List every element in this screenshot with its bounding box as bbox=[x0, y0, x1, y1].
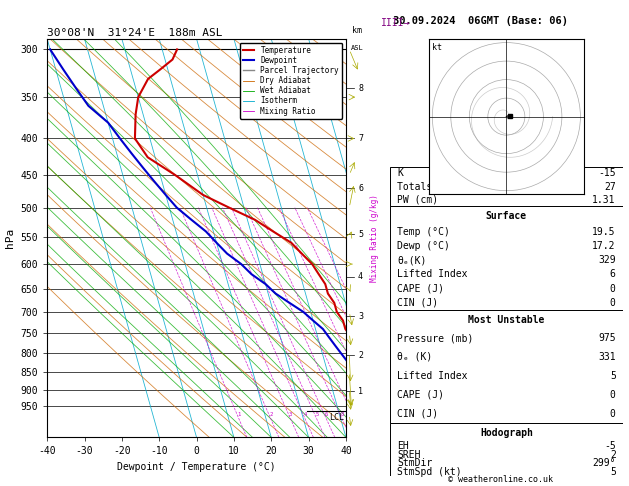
Bar bbox=[390, 423, 623, 476]
Text: Pressure (mb): Pressure (mb) bbox=[397, 333, 474, 343]
Text: 17.2: 17.2 bbox=[593, 241, 616, 251]
Text: 6: 6 bbox=[358, 184, 363, 193]
Bar bbox=[390, 206, 623, 310]
Text: 2: 2 bbox=[269, 412, 272, 417]
Text: Most Unstable: Most Unstable bbox=[468, 315, 545, 325]
Text: 0: 0 bbox=[610, 390, 616, 400]
Text: StmDir: StmDir bbox=[397, 458, 432, 469]
Text: 2: 2 bbox=[358, 350, 363, 360]
Text: 3: 3 bbox=[358, 312, 363, 321]
Text: 1: 1 bbox=[358, 387, 363, 396]
Text: 0: 0 bbox=[610, 409, 616, 419]
Text: 30.09.2024  06GMT (Base: 06): 30.09.2024 06GMT (Base: 06) bbox=[393, 16, 568, 26]
Text: 6: 6 bbox=[325, 412, 328, 417]
Text: IIII→: IIII→ bbox=[381, 18, 410, 29]
Text: 30°08'N  31°24'E  188m ASL: 30°08'N 31°24'E 188m ASL bbox=[47, 28, 223, 38]
Text: 8: 8 bbox=[340, 412, 344, 417]
Text: © weatheronline.co.uk: © weatheronline.co.uk bbox=[448, 474, 552, 484]
X-axis label: Dewpoint / Temperature (°C): Dewpoint / Temperature (°C) bbox=[117, 462, 276, 472]
Text: Totals Totals: Totals Totals bbox=[397, 182, 474, 191]
Text: 5: 5 bbox=[358, 230, 363, 239]
Text: Lifted Index: Lifted Index bbox=[397, 371, 467, 381]
Text: 5: 5 bbox=[610, 467, 616, 477]
Text: 4: 4 bbox=[304, 412, 307, 417]
Text: Hodograph: Hodograph bbox=[480, 428, 533, 438]
Text: 19.5: 19.5 bbox=[593, 227, 616, 237]
Y-axis label: hPa: hPa bbox=[5, 228, 15, 248]
Text: 1.31: 1.31 bbox=[593, 195, 616, 205]
Text: K: K bbox=[397, 169, 403, 178]
Text: SREH: SREH bbox=[397, 450, 420, 460]
Text: Surface: Surface bbox=[486, 211, 527, 221]
Text: Mixing Ratio (g/kg): Mixing Ratio (g/kg) bbox=[370, 194, 379, 282]
Text: θₑ(K): θₑ(K) bbox=[397, 255, 426, 265]
Text: 1: 1 bbox=[237, 412, 241, 417]
Text: -15: -15 bbox=[598, 169, 616, 178]
Text: kt: kt bbox=[432, 43, 442, 52]
Text: StmSpd (kt): StmSpd (kt) bbox=[397, 467, 462, 477]
Text: 5: 5 bbox=[610, 371, 616, 381]
Text: 6: 6 bbox=[610, 269, 616, 279]
Text: CAPE (J): CAPE (J) bbox=[397, 390, 444, 400]
Text: CIN (J): CIN (J) bbox=[397, 298, 438, 308]
Text: 5: 5 bbox=[315, 412, 318, 417]
Text: 0: 0 bbox=[610, 298, 616, 308]
Text: PW (cm): PW (cm) bbox=[397, 195, 438, 205]
Text: 329: 329 bbox=[598, 255, 616, 265]
Text: 7: 7 bbox=[358, 134, 363, 143]
Text: Dewp (°C): Dewp (°C) bbox=[397, 241, 450, 251]
Bar bbox=[390, 310, 623, 423]
Text: 3: 3 bbox=[289, 412, 292, 417]
Text: Lifted Index: Lifted Index bbox=[397, 269, 467, 279]
Text: ASL: ASL bbox=[350, 45, 364, 51]
Text: EH: EH bbox=[397, 441, 409, 451]
Text: Temp (°C): Temp (°C) bbox=[397, 227, 450, 237]
Text: CAPE (J): CAPE (J) bbox=[397, 284, 444, 294]
Text: 331: 331 bbox=[598, 352, 616, 362]
Text: -5: -5 bbox=[604, 441, 616, 451]
Text: 0: 0 bbox=[610, 284, 616, 294]
Text: LCL: LCL bbox=[329, 413, 344, 422]
Text: 975: 975 bbox=[598, 333, 616, 343]
Legend: Temperature, Dewpoint, Parcel Trajectory, Dry Adiabat, Wet Adiabat, Isotherm, Mi: Temperature, Dewpoint, Parcel Trajectory… bbox=[240, 43, 342, 119]
Text: θₑ (K): θₑ (K) bbox=[397, 352, 432, 362]
Text: 299°: 299° bbox=[593, 458, 616, 469]
Text: 2: 2 bbox=[610, 450, 616, 460]
Text: 4: 4 bbox=[358, 272, 363, 281]
Text: 8: 8 bbox=[358, 84, 363, 93]
Bar bbox=[390, 167, 623, 206]
Text: km: km bbox=[352, 26, 362, 35]
Text: 27: 27 bbox=[604, 182, 616, 191]
Text: CIN (J): CIN (J) bbox=[397, 409, 438, 419]
